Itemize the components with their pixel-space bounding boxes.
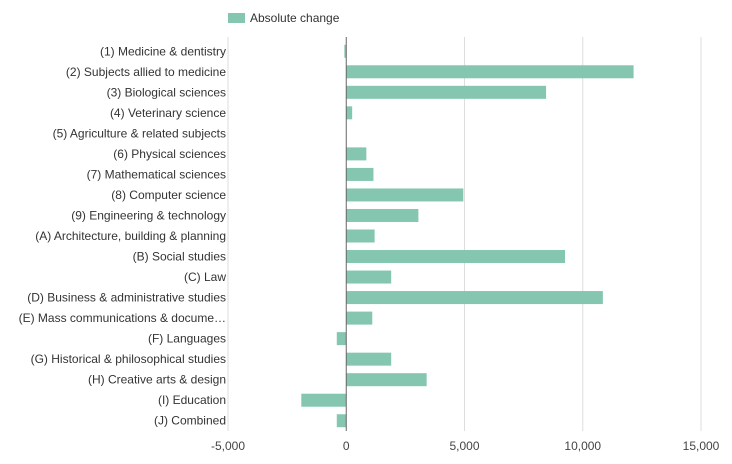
- category-label: (C) Law: [184, 270, 226, 284]
- bar: [346, 208, 419, 222]
- category-label: (7) Mathematical sciences: [87, 167, 226, 181]
- category-labels: (1) Medicine & dentistry (2) Subjects all…: [19, 44, 227, 427]
- bar: [336, 414, 347, 428]
- category-label: (B) Social studies: [133, 250, 226, 264]
- category-label: (1) Medicine & dentistry: [100, 44, 226, 58]
- gridlines: [227, 37, 702, 431]
- category-label: (A) Architecture, building & planning: [35, 229, 226, 243]
- category-label: (G) Historical & philosophical studies: [31, 352, 226, 366]
- category-label: (D) Business & administrative studies: [27, 291, 226, 305]
- bar: [346, 352, 392, 366]
- category-label: (5) Agriculture & related subjects: [53, 126, 226, 140]
- category-label: (6) Physical sciences: [113, 147, 226, 161]
- bar: [346, 270, 392, 284]
- category-label: (2) Subjects allied to medicine: [66, 65, 226, 79]
- category-label: (H) Creative arts & design: [88, 373, 226, 387]
- bar: [346, 311, 373, 325]
- bar: [346, 106, 353, 120]
- bar: [346, 250, 566, 264]
- category-label: (F) Languages: [148, 332, 226, 346]
- bar: [346, 85, 547, 99]
- x-tick-label: 15,000: [683, 439, 720, 453]
- bar: [336, 332, 347, 346]
- x-axis-tick-labels: -5,000 0 5,000 10,000 15,000: [211, 439, 720, 453]
- bar: [346, 167, 374, 181]
- bar: [344, 44, 347, 58]
- x-tick-label: 0: [343, 439, 350, 453]
- x-tick-label: 5,000: [449, 439, 479, 453]
- category-label: (J) Combined: [154, 414, 226, 428]
- bar: [301, 393, 347, 407]
- bar: [346, 291, 603, 305]
- category-label: (E) Mass communications & docume…: [19, 311, 226, 325]
- bar: [346, 373, 427, 387]
- category-label: (9) Engineering & technology: [71, 208, 226, 222]
- bars: [301, 44, 634, 428]
- legend: Absolute change: [228, 11, 340, 25]
- legend-label: Absolute change: [250, 11, 340, 25]
- legend-swatch: [228, 13, 245, 23]
- x-tick-label: -5,000: [211, 439, 245, 453]
- bar: [346, 65, 634, 79]
- category-label: (3) Biological sciences: [107, 85, 226, 99]
- x-tick-label: 10,000: [564, 439, 601, 453]
- bar: [346, 188, 464, 202]
- category-label: (4) Veterinary science: [110, 106, 226, 120]
- category-label: (8) Computer science: [111, 188, 226, 202]
- bar: [346, 229, 375, 243]
- bar: [346, 147, 367, 161]
- category-label: (I) Education: [158, 393, 226, 407]
